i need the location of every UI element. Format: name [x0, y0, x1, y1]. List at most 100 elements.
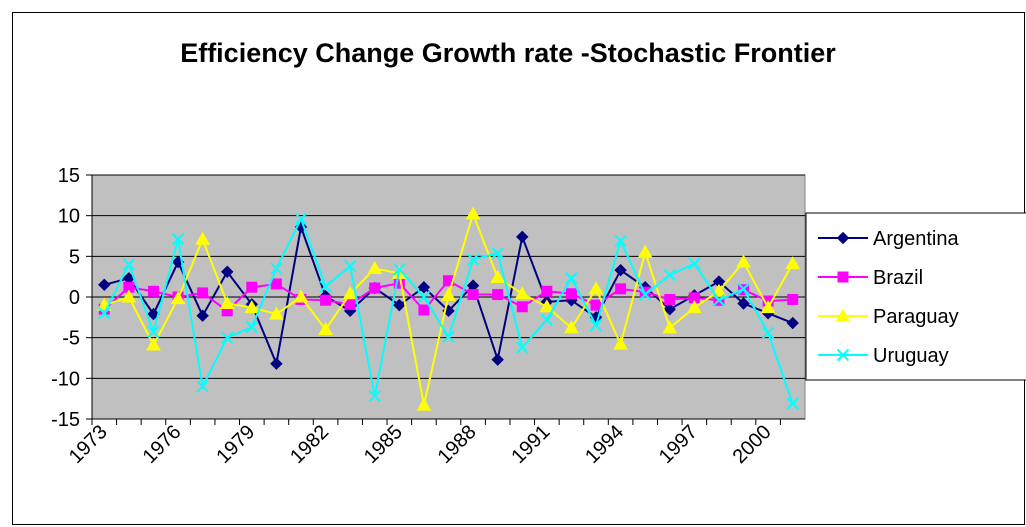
data-point [342, 286, 358, 300]
data-point [417, 290, 431, 304]
data-point [369, 282, 381, 294]
data-point [614, 263, 627, 277]
data-point [491, 353, 504, 366]
legend-marker [836, 231, 850, 245]
data-point [565, 288, 577, 300]
y-tick-label: 5 [69, 246, 80, 268]
data-point [147, 307, 160, 321]
data-point [121, 289, 137, 303]
data-point [711, 283, 727, 297]
data-point [343, 259, 357, 273]
data-point [490, 269, 506, 283]
data-point [786, 316, 799, 330]
data-point [589, 319, 603, 332]
data-point [416, 397, 432, 411]
data-point [614, 234, 627, 248]
data-point [219, 295, 235, 310]
data-point [492, 289, 504, 301]
data-point [270, 278, 282, 290]
data-point [786, 397, 799, 410]
data-point [466, 253, 480, 266]
chart-title: Efficiency Change Growth rate -Stochasti… [180, 38, 836, 68]
data-point [736, 254, 751, 268]
data-point [663, 268, 676, 282]
data-point [638, 288, 652, 301]
data-point [98, 278, 111, 292]
data-point [514, 286, 530, 300]
data-point [98, 307, 111, 320]
data-point [737, 282, 750, 296]
data-point [564, 320, 579, 334]
data-point [146, 337, 161, 351]
legend-label: Uruguay [873, 345, 949, 367]
data-point [196, 309, 209, 322]
data-point [541, 285, 553, 297]
data-point [147, 285, 159, 297]
data-point [442, 330, 455, 344]
data-point [539, 299, 555, 313]
data-point [294, 212, 308, 226]
data-point [540, 313, 554, 326]
data-point [590, 299, 602, 311]
data-point [319, 280, 332, 293]
data-point [465, 206, 481, 220]
data-point [367, 261, 383, 275]
data-point [170, 291, 186, 305]
data-point [270, 262, 283, 275]
data-point [663, 302, 676, 316]
data-point [246, 281, 258, 293]
y-tick-label: -5 [62, 328, 80, 350]
data-point [516, 230, 529, 244]
data-point [787, 293, 799, 305]
data-point [491, 246, 504, 260]
data-point [269, 306, 284, 320]
data-point [320, 294, 332, 306]
y-tick-label: 15 [58, 165, 80, 187]
y-tick-label: -15 [51, 409, 80, 431]
data-point [588, 281, 604, 295]
legend-label: Argentina [873, 228, 959, 250]
legend-label: Brazil [873, 267, 923, 289]
data-point [221, 265, 234, 278]
data-point [637, 244, 653, 258]
data-point [613, 336, 628, 350]
y-tick-label: -10 [51, 368, 80, 390]
data-point [147, 325, 160, 339]
data-point [712, 294, 726, 307]
data-point [244, 300, 260, 314]
data-point [122, 258, 136, 271]
legend-marker [837, 271, 849, 283]
data-point [417, 281, 431, 294]
data-point [516, 341, 529, 354]
data-point [171, 233, 185, 246]
data-point [516, 301, 528, 313]
data-point [687, 300, 702, 314]
data-point [197, 287, 209, 299]
data-point [664, 293, 676, 305]
data-point [441, 287, 456, 301]
data-point [565, 272, 578, 285]
data-point [688, 257, 701, 270]
title-box: Efficiency Change Growth rate -Stochasti… [180, 38, 836, 68]
data-point [393, 263, 406, 276]
data-point [270, 357, 283, 370]
data-point [195, 231, 210, 245]
data-point [368, 390, 381, 403]
data-point [760, 300, 776, 314]
data-point [418, 304, 430, 316]
data-point [737, 297, 750, 310]
data-point [662, 320, 678, 334]
data-point [344, 298, 356, 310]
legend-marker [835, 308, 851, 322]
data-point [293, 289, 309, 303]
y-tick-label: 10 [58, 206, 80, 228]
data-point [196, 380, 209, 393]
legend-label: Paraguay [873, 306, 959, 328]
data-point [245, 320, 259, 334]
data-point [639, 286, 651, 298]
data-point [615, 283, 627, 295]
data-point [318, 322, 333, 336]
data-point [467, 289, 479, 301]
